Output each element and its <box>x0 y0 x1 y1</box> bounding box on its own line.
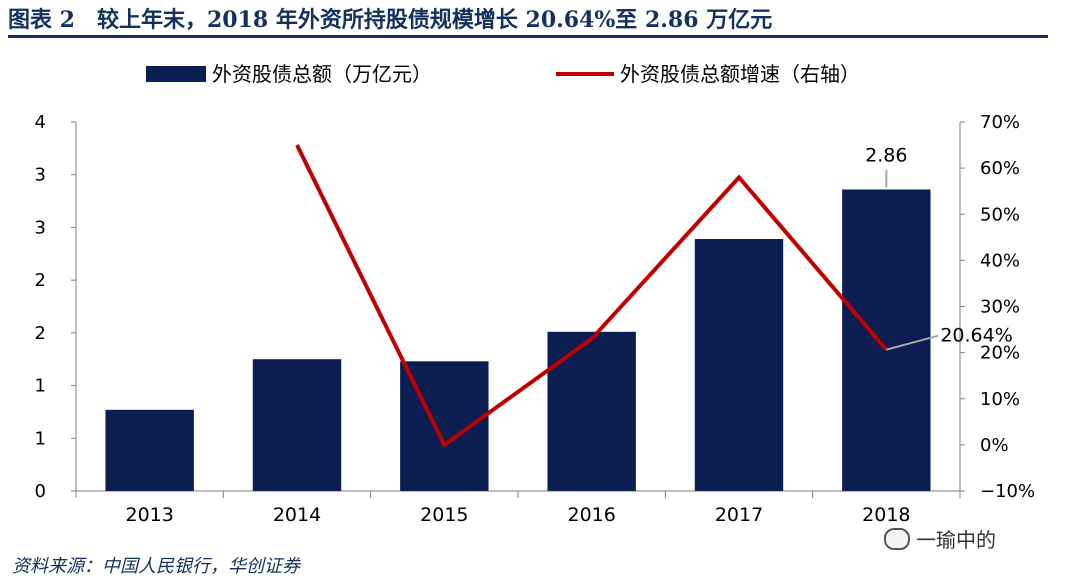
legend: 外资股债总额（万亿元） 外资股债总额增速（右轴） <box>146 62 860 86</box>
left-tick-label: 3 <box>35 165 46 186</box>
right-tick-label: 10% <box>980 389 1020 410</box>
left-tick-label: 0 <box>35 481 46 502</box>
x-tick-label: 2014 <box>273 504 321 526</box>
right-tick-label: 30% <box>980 297 1020 318</box>
wechat-icon <box>884 527 910 550</box>
data-labels: 2.86 20.64% <box>865 144 1013 351</box>
source-note: 资料来源：中国人民银行，华创证券 <box>12 556 300 577</box>
bar <box>547 331 636 491</box>
chart-title: 图表 2 较上年末，2018 年外资所持股债规模增长 20.64%至 2.86 … <box>8 7 773 33</box>
bar <box>105 409 194 491</box>
right-tick-label: 0% <box>980 435 1009 456</box>
title-underline <box>8 35 1048 38</box>
left-tick-label: 2 <box>35 270 46 291</box>
axes: 0 1 1 2 2 3 3 4 −10% 0% 10% 20% 30% 40% 50% 60% 70% 2013 2… <box>35 112 1036 526</box>
bar-series <box>105 189 931 491</box>
x-tick-label: 2018 <box>862 504 910 526</box>
legend-label-bar: 外资股债总额（万亿元） <box>212 62 432 86</box>
line-callout-line <box>886 334 939 351</box>
x-tick-label: 2016 <box>567 504 615 526</box>
left-tick-label: 2 <box>35 323 46 344</box>
right-tick-label: 50% <box>980 204 1020 225</box>
x-tick-label: 2017 <box>715 504 763 526</box>
right-tick-label: 70% <box>980 112 1020 133</box>
right-tick-label: 40% <box>980 250 1020 271</box>
legend-swatch-bar <box>146 66 206 82</box>
left-tick-label: 1 <box>35 428 46 449</box>
bar <box>252 359 342 491</box>
left-tick-label: 4 <box>35 112 46 133</box>
right-tick-label: 60% <box>980 158 1020 179</box>
right-tick-label: −10% <box>980 481 1035 502</box>
watermark-text: 一瑜中的 <box>916 528 996 552</box>
bar <box>694 239 784 491</box>
left-tick-label: 1 <box>35 376 46 397</box>
line-data-label: 20.64% <box>940 325 1012 347</box>
bar <box>842 189 931 491</box>
right-tick-label: 20% <box>980 343 1020 364</box>
legend-label-line: 外资股债总额增速（右轴） <box>620 62 860 86</box>
x-tick-label: 2013 <box>125 504 173 526</box>
bar-data-label: 2.86 <box>865 144 907 166</box>
left-tick-label: 3 <box>35 217 46 238</box>
x-tick-label: 2015 <box>420 504 468 526</box>
watermark: 一瑜中的 <box>884 524 996 553</box>
